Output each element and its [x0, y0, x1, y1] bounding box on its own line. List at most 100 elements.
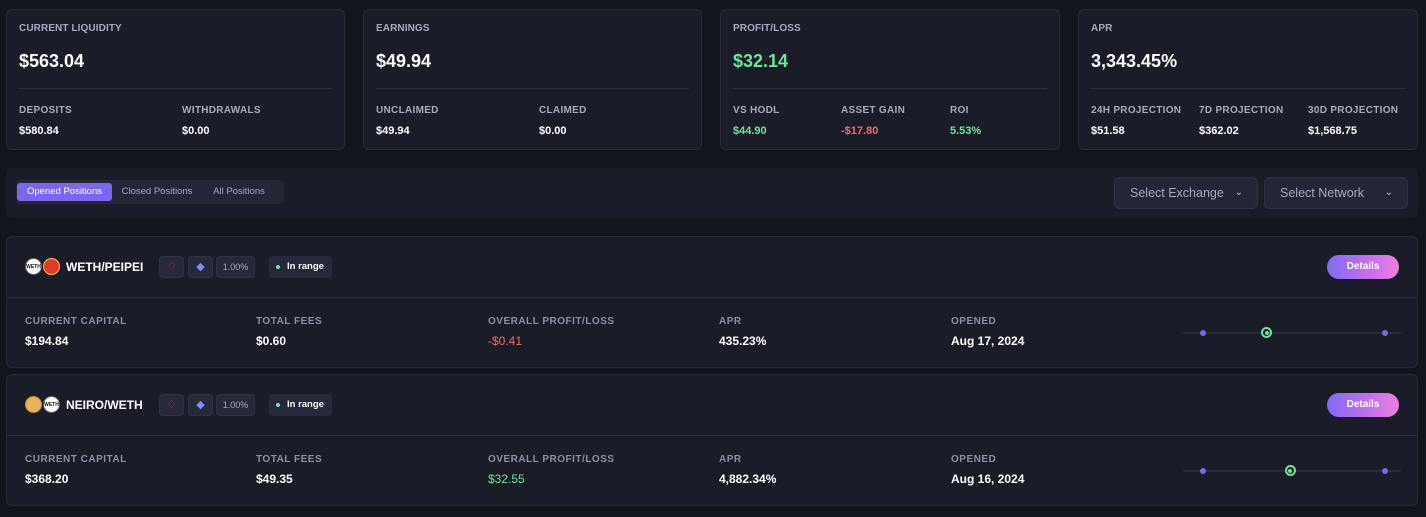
earnings-card: EARNINGS $49.94 UNCLAIMED $49.94 CLAIMED… — [363, 9, 702, 150]
position-card: WETH WETH/PEIPEI ♢ ◆ 1.00% In range Deta… — [6, 236, 1418, 368]
position-card: WETH NEIRO/WETH ♢ ◆ 1.00% In range Detai… — [6, 374, 1418, 506]
position-header: WETH WETH/PEIPEI ♢ ◆ 1.00% In range Deta… — [7, 237, 1417, 297]
tab-opened-positions[interactable]: Opened Positions — [17, 183, 112, 201]
stat-label: 24H PROJECTION — [1091, 105, 1182, 116]
status-badge: In range — [269, 394, 332, 416]
current-price-marker — [1261, 327, 1273, 338]
position-divider — [7, 297, 1417, 298]
tab-all-positions[interactable]: All Positions — [213, 186, 265, 197]
price-range-indicator — [1183, 461, 1401, 481]
card-divider — [19, 88, 332, 89]
apr-metric: APR 4,882.34% — [719, 454, 776, 486]
total-fees-metric: TOTAL FEES $49.35 — [256, 454, 322, 486]
metric-label: OPENED — [951, 454, 997, 465]
metric-value: $368.20 — [25, 472, 69, 486]
stat-label: VS HODL — [733, 105, 780, 116]
stat-value: $0.00 — [182, 125, 210, 137]
stat-value: -$17.80 — [841, 125, 879, 137]
position-header: WETH NEIRO/WETH ♢ ◆ 1.00% In range Detai… — [7, 375, 1417, 435]
ethereum-icon: ◆ — [188, 256, 213, 278]
claimed-stat: CLAIMED $0.00 — [539, 105, 587, 137]
metric-value: $49.35 — [256, 472, 293, 486]
stat-label: 7D PROJECTION — [1199, 105, 1284, 116]
select-network-label: Select Network — [1280, 186, 1365, 200]
range-lower-marker — [1200, 468, 1206, 474]
chevron-down-icon: ⌄ — [1384, 187, 1393, 198]
projection-7d-stat: 7D PROJECTION $362.02 — [1199, 105, 1283, 137]
apr-value: 3,343.45% — [1091, 51, 1178, 71]
metric-label: TOTAL FEES — [256, 316, 323, 327]
overall-profit-loss-metric: OVERALL PROFIT/LOSS -$0.41 — [488, 316, 615, 348]
weth-token-icon: WETH — [25, 258, 42, 275]
position-divider — [7, 435, 1417, 436]
card-divider — [733, 88, 1047, 89]
stat-label: CLAIMED — [539, 105, 587, 116]
earnings-value: $49.94 — [376, 51, 432, 71]
fee-tier-badge: 1.00% — [216, 256, 255, 278]
peipei-token-icon — [43, 258, 60, 275]
uniswap-icon: ♢ — [159, 394, 184, 416]
price-range-indicator — [1183, 323, 1401, 343]
details-button[interactable]: Details — [1327, 255, 1399, 279]
uniswap-icon: ♢ — [159, 256, 184, 278]
metric-value: 4,882.34% — [719, 472, 777, 486]
projection-24h-stat: 24H PROJECTION $51.58 — [1091, 105, 1181, 137]
metric-label: OPENED — [951, 316, 997, 327]
stat-label: 30D PROJECTION — [1308, 105, 1399, 116]
stat-value: $51.58 — [1091, 125, 1125, 137]
unclaimed-stat: UNCLAIMED $49.94 — [376, 105, 439, 137]
deposits-stat: DEPOSITS $580.84 — [19, 105, 72, 137]
status-dot-icon — [276, 403, 280, 407]
select-network-dropdown[interactable]: Select Network ⌄ — [1264, 177, 1408, 209]
stat-value: $362.02 — [1199, 125, 1239, 137]
range-lower-marker — [1200, 330, 1206, 336]
opened-metric: OPENED Aug 17, 2024 — [951, 316, 1024, 348]
withdrawals-stat: WITHDRAWALS $0.00 — [182, 105, 261, 137]
card-label: EARNINGS — [376, 23, 430, 34]
stat-label: WITHDRAWALS — [182, 105, 261, 116]
status-dot-icon — [276, 265, 280, 269]
stat-label: ROI — [950, 105, 969, 116]
metric-value: $194.84 — [25, 334, 69, 348]
ethereum-icon: ◆ — [188, 394, 213, 416]
weth-token-icon: WETH — [43, 396, 60, 413]
token-pair-icons: WETH — [25, 395, 65, 415]
apr-metric: APR 435.23% — [719, 316, 766, 348]
asset-gain-stat: ASSET GAIN -$17.80 — [841, 105, 905, 137]
metric-label: OVERALL PROFIT/LOSS — [488, 454, 615, 465]
metric-value: Aug 17, 2024 — [951, 334, 1025, 348]
stat-value: $1,568.75 — [1308, 125, 1357, 137]
profit-loss-card: PROFIT/LOSS $32.14 VS HODL $44.90 ASSET … — [720, 9, 1060, 150]
select-exchange-label: Select Exchange — [1130, 186, 1224, 200]
current-capital-metric: CURRENT CAPITAL $368.20 — [25, 454, 127, 486]
metric-label: CURRENT CAPITAL — [25, 454, 127, 465]
select-exchange-dropdown[interactable]: Select Exchange ⌄ — [1114, 177, 1258, 209]
metric-value: 435.23% — [719, 334, 767, 348]
total-fees-metric: TOTAL FEES $0.60 — [256, 316, 322, 348]
current-liquidity-card: CURRENT LIQUIDITY $563.04 DEPOSITS $580.… — [6, 9, 345, 150]
range-upper-marker — [1382, 468, 1388, 474]
details-button[interactable]: Details — [1327, 393, 1399, 417]
card-label: PROFIT/LOSS — [733, 23, 801, 34]
projection-30d-stat: 30D PROJECTION $1,568.75 — [1308, 105, 1398, 137]
metric-value: -$0.41 — [488, 334, 523, 348]
stat-label: DEPOSITS — [19, 105, 72, 116]
token-pair-icons: WETH — [25, 257, 65, 277]
metric-label: CURRENT CAPITAL — [25, 316, 127, 327]
range-upper-marker — [1382, 330, 1388, 336]
pair-name: NEIRO/WETH — [66, 398, 143, 412]
metric-value: $32.55 — [488, 472, 525, 486]
status-label: In range — [287, 261, 324, 272]
status-badge: In range — [269, 256, 332, 278]
stat-value: $580.84 — [19, 125, 59, 137]
roi-stat: ROI 5.53% — [950, 105, 981, 137]
status-label: In range — [287, 399, 324, 410]
tab-closed-positions[interactable]: Closed Positions — [121, 186, 193, 197]
metric-label: TOTAL FEES — [256, 454, 323, 465]
profit-loss-value: $32.14 — [733, 51, 789, 71]
card-divider — [376, 88, 689, 89]
stats-row: CURRENT LIQUIDITY $563.04 DEPOSITS $580.… — [6, 9, 1418, 150]
metric-label: APR — [719, 454, 742, 465]
overall-profit-loss-metric: OVERALL PROFIT/LOSS $32.55 — [488, 454, 615, 486]
current-capital-metric: CURRENT CAPITAL $194.84 — [25, 316, 127, 348]
